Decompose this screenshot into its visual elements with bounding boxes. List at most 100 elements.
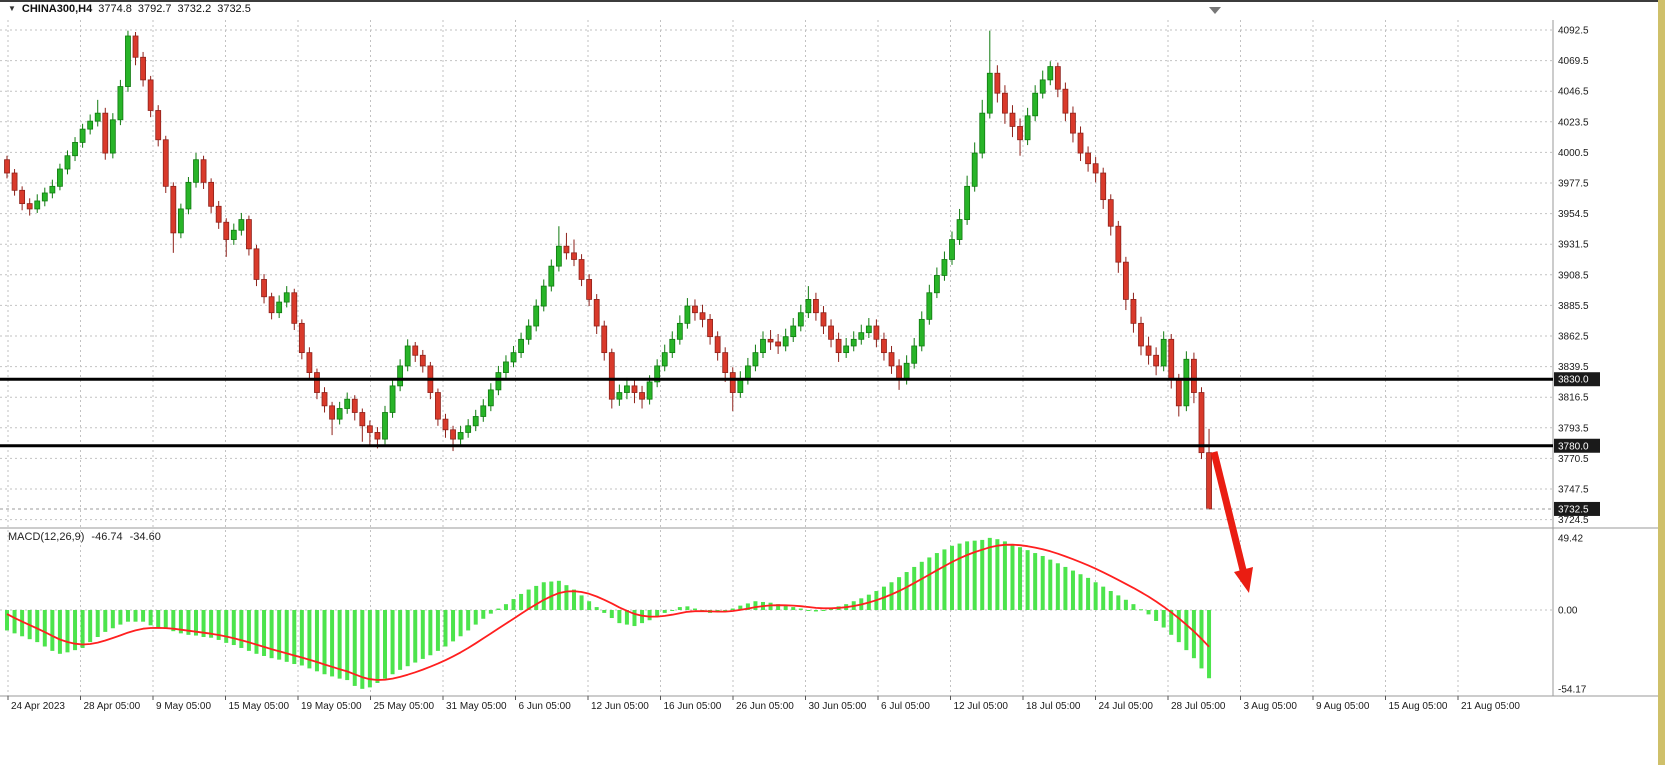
- candle-body: [185, 181, 192, 210]
- candle-body: [193, 159, 199, 183]
- candle-body: [865, 325, 872, 334]
- candle-body: [246, 219, 252, 250]
- candle-body: [1002, 92, 1008, 114]
- price-axis-label: 3931.5: [1558, 240, 1589, 251]
- candle-body: [11, 172, 18, 191]
- candle-body: [465, 425, 472, 433]
- macd-axis-label: -54.17: [1558, 685, 1587, 696]
- time-axis-label: 6 Jul 05:00: [881, 701, 930, 712]
- candle-body: [797, 312, 804, 327]
- price-axis-label: 3885.5: [1558, 301, 1589, 312]
- macd-label: MACD(12,26,9): [8, 531, 85, 543]
- candle-body: [397, 365, 404, 387]
- candle-body: [457, 432, 464, 440]
- candle-body: [223, 221, 230, 240]
- candle-body: [412, 345, 419, 356]
- candle-body: [125, 35, 131, 87]
- price-tag-label: 3780.0: [1558, 441, 1589, 452]
- candle-body: [933, 275, 940, 294]
- time-axis-label: 9 May 05:00: [156, 701, 211, 712]
- candle-body: [404, 345, 411, 367]
- price-axis-label: 4069.5: [1558, 56, 1589, 67]
- candle-body: [593, 299, 600, 327]
- price-axis[interactable]: 4092.5 4069.5 4046.5 4023.5 4000.5 3977.5 3954…: [1558, 26, 1589, 696]
- price-axis-label: 3816.5: [1558, 393, 1589, 404]
- candle-body: [639, 392, 645, 400]
- candle-body: [979, 112, 986, 154]
- time-axis-label: 25 May 05:00: [374, 701, 435, 712]
- candle-body: [19, 189, 26, 205]
- candle-body: [200, 159, 207, 183]
- time-axis-label: 24 Apr 2023: [11, 701, 65, 712]
- pane-borders: [0, 20, 1665, 697]
- candle-body: [34, 200, 41, 210]
- candle-body: [238, 219, 245, 231]
- one-click-trading-icon[interactable]: ▼: [8, 4, 16, 13]
- candle-body: [1062, 88, 1069, 114]
- price-axis-label: 3724.5: [1558, 515, 1589, 526]
- price-axis-label: 3770.5: [1558, 454, 1589, 465]
- candle-body: [1206, 452, 1212, 510]
- price-axis-label: 4023.5: [1558, 117, 1589, 128]
- macd-axis-label: 49.42: [1558, 533, 1583, 544]
- candle-body: [495, 372, 502, 391]
- macd-axis-label: 0.00: [1558, 606, 1578, 617]
- candle-body: [170, 185, 177, 234]
- candle-body: [450, 429, 456, 440]
- candle-body: [1122, 261, 1129, 300]
- candle-body: [760, 338, 766, 354]
- candle-body: [896, 365, 902, 380]
- candle-body: [102, 112, 109, 154]
- candle-body: [140, 56, 146, 81]
- candle-body: [344, 398, 351, 409]
- candle-body: [767, 338, 774, 343]
- candle-body: [1017, 126, 1023, 141]
- candle-body: [684, 305, 691, 324]
- candle-body: [548, 265, 555, 287]
- candle-body: [601, 325, 608, 354]
- candle-body: [510, 352, 517, 363]
- candle-body: [631, 385, 638, 393]
- candle-body: [926, 292, 933, 320]
- candle-body: [669, 338, 676, 354]
- candle-body: [442, 418, 449, 431]
- candle-body: [518, 338, 524, 354]
- candle-body: [1175, 378, 1182, 407]
- candle-body: [956, 219, 963, 240]
- candle-body: [1047, 66, 1054, 81]
- time-axis[interactable]: 24 Apr 2023 28 Apr 05:00 9 May 05:00 15 May…: [7, 696, 1520, 712]
- annotation-arrow[interactable]: [1210, 451, 1253, 593]
- candle-body: [676, 322, 683, 340]
- candles-series[interactable]: [4, 30, 1212, 510]
- support-resistance-lines[interactable]: [0, 377, 1553, 448]
- candle-body: [888, 352, 895, 367]
- candle-body: [26, 203, 33, 210]
- candle-body: [692, 305, 698, 314]
- candle-body: [1100, 172, 1107, 201]
- price-axis-label: 3793.5: [1558, 423, 1589, 434]
- candle-body: [215, 205, 222, 223]
- candle-body: [1168, 338, 1175, 380]
- time-axis-label: 9 Aug 05:00: [1316, 701, 1370, 712]
- candle-body: [94, 112, 101, 122]
- candle-body: [1092, 163, 1099, 174]
- candle-body: [555, 245, 562, 267]
- candle-body: [911, 345, 918, 364]
- time-axis-label: 3 Aug 05:00: [1244, 701, 1298, 712]
- candle-body: [64, 155, 71, 170]
- candle-body: [752, 352, 759, 367]
- candle-body: [843, 345, 850, 354]
- time-axis-label: 30 Jun 05:00: [809, 701, 867, 712]
- candle-body: [389, 385, 396, 413]
- candle-body: [117, 86, 124, 121]
- candle-body: [903, 362, 910, 380]
- candle-body: [276, 301, 283, 314]
- price-tag-label: 3732.5: [1558, 504, 1589, 515]
- candle-body: [835, 338, 842, 354]
- candle-body: [162, 139, 169, 187]
- arrow-head: [1234, 567, 1253, 593]
- candle-body: [608, 352, 615, 400]
- chart-shift-marker[interactable]: [1209, 7, 1221, 14]
- candle-body: [964, 185, 971, 220]
